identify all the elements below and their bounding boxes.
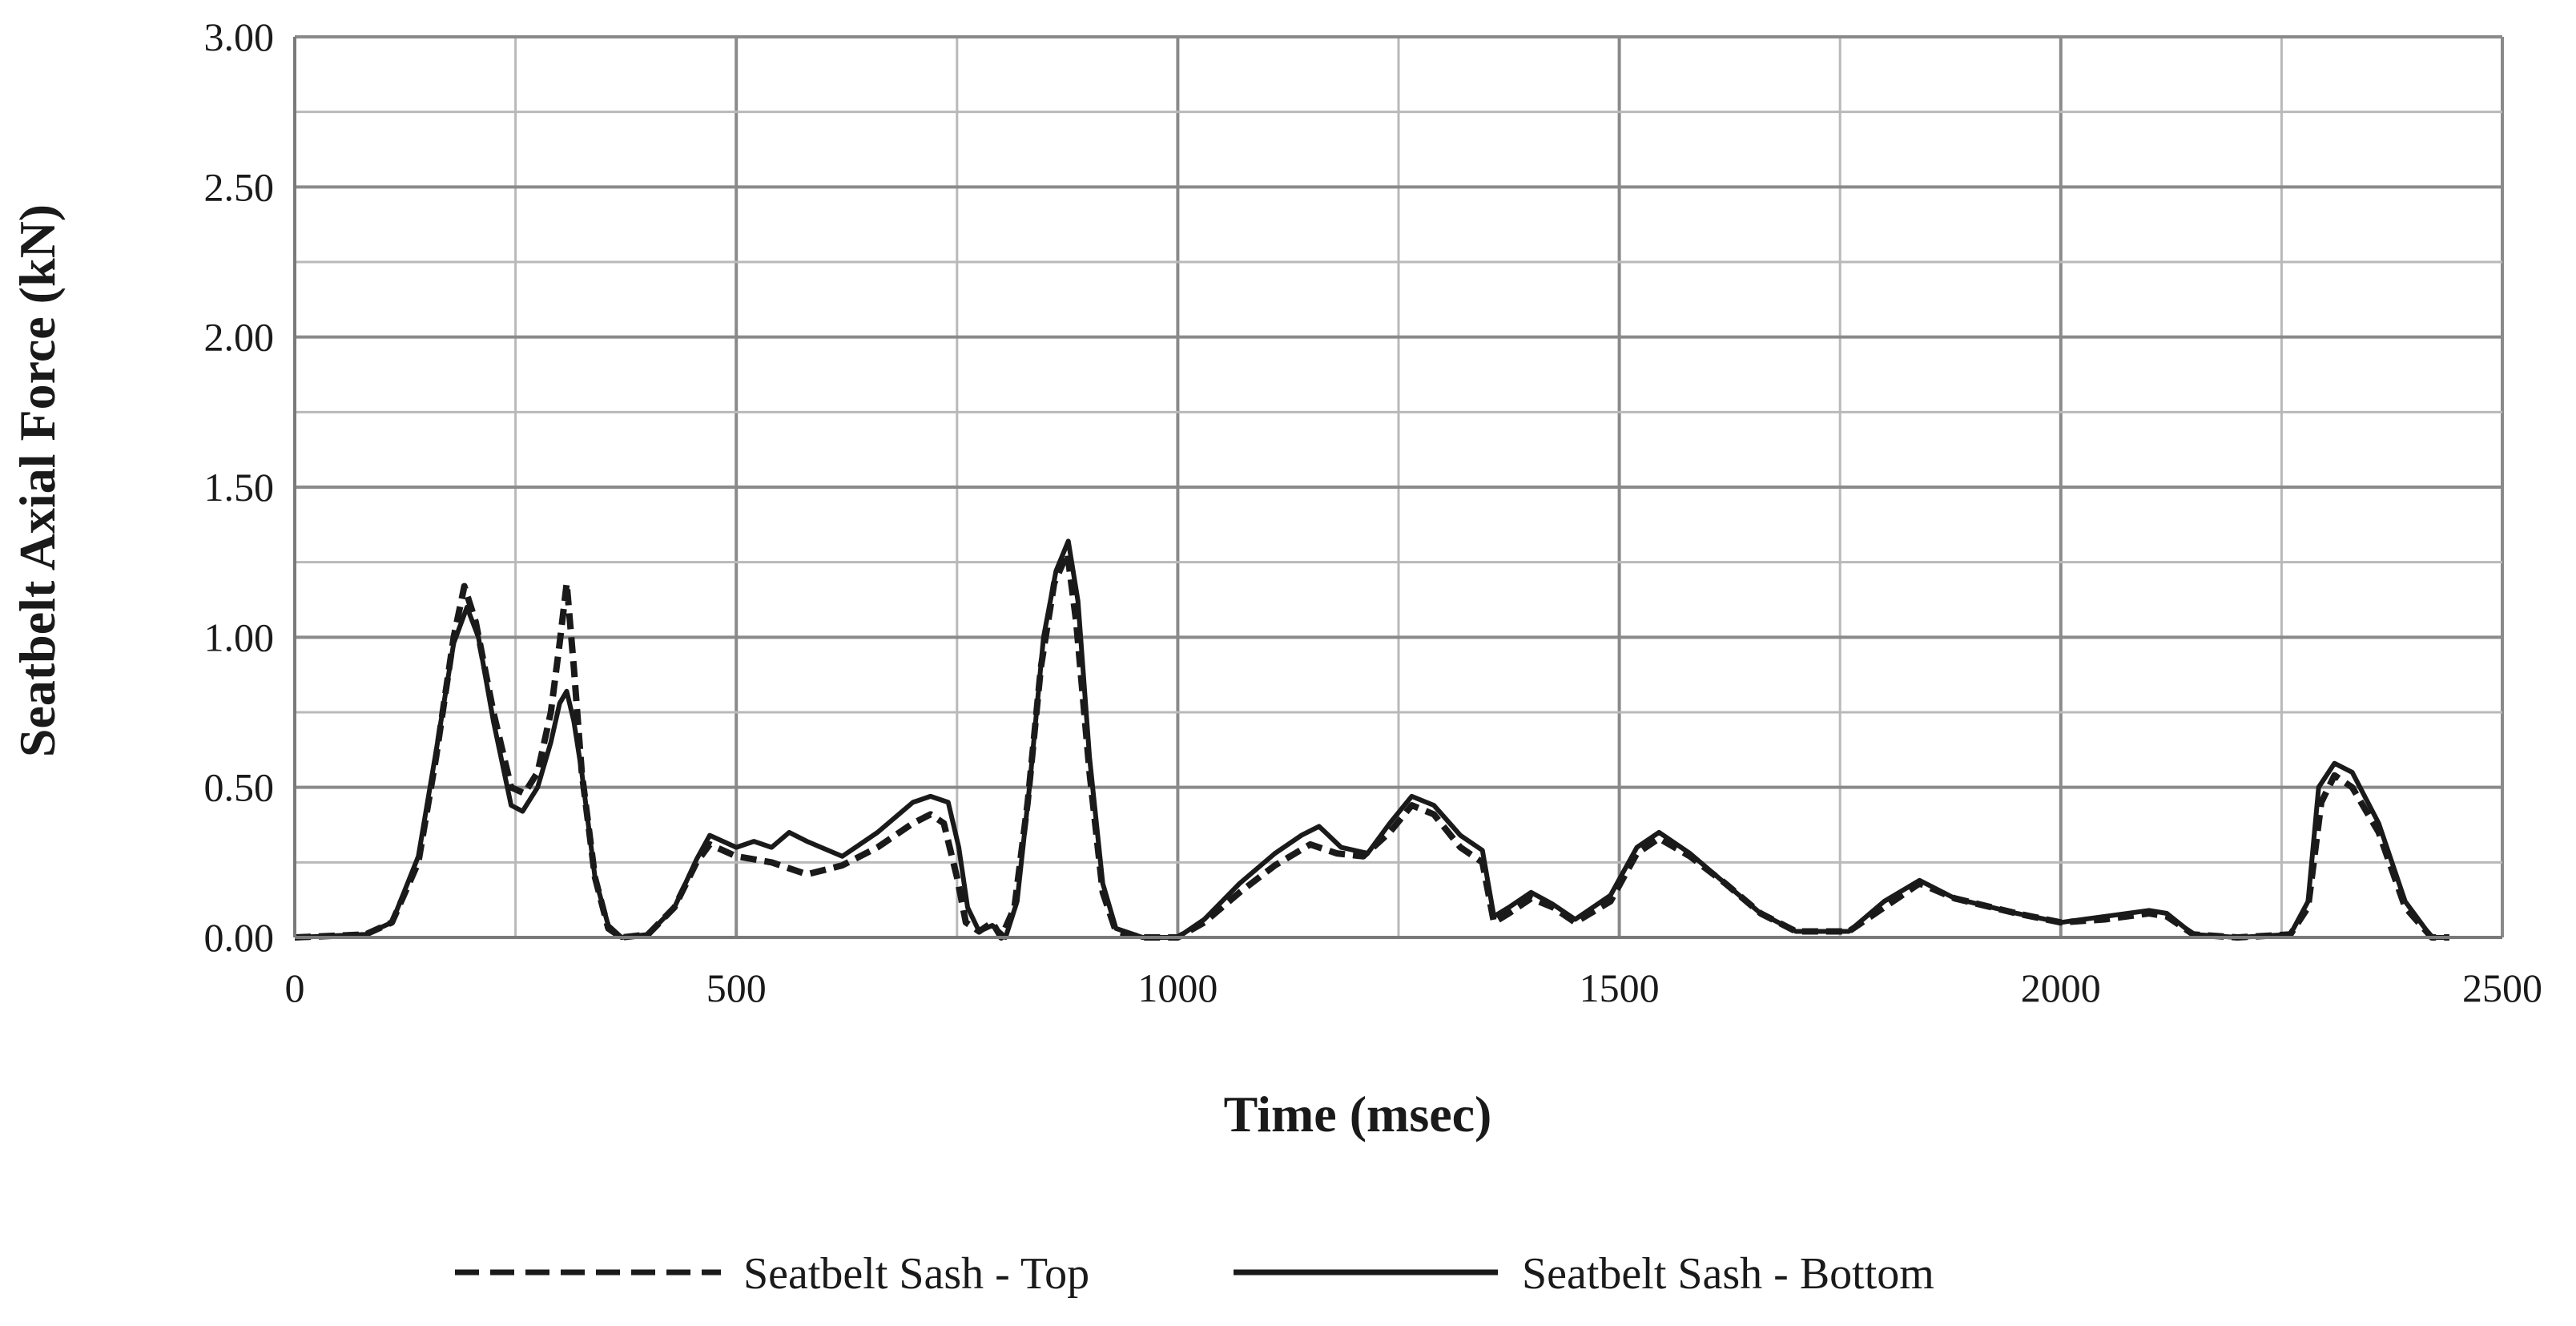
- series-line-bottom: [294, 538, 2449, 940]
- x-tick-label: 2000: [2021, 965, 2101, 1010]
- axis-layer: 0 500 1000 1500 2000 2500 0.00 0.50 1.00 1.50 2.00…: [204, 14, 2543, 1010]
- x-tick-label: 500: [706, 965, 767, 1010]
- y-axis-title: Seatbelt Axial Force (kN): [9, 204, 66, 757]
- y-tick-label: 1.00: [204, 615, 275, 659]
- legend-label-top: Seatbelt Sash - Top: [743, 1249, 1089, 1299]
- x-tick-label: 1000: [1137, 965, 1218, 1010]
- y-tick-label: 0.00: [204, 915, 275, 960]
- legend-label-bottom: Seatbelt Sash - Bottom: [1522, 1249, 1934, 1299]
- series-line-top: [294, 550, 2449, 941]
- x-tick-label: 0: [285, 965, 305, 1010]
- series-layer: [294, 538, 2449, 941]
- legend: Seatbelt Sash - Top Seatbelt Sash - Bott…: [455, 1249, 1934, 1299]
- y-tick-label: 0.50: [204, 765, 275, 810]
- y-tick-label: 1.50: [204, 465, 275, 510]
- x-tick-label: 1500: [1580, 965, 1660, 1010]
- y-tick-label: 3.00: [204, 14, 275, 59]
- grid-layer: [293, 35, 2504, 939]
- x-axis-title: Time (msec): [1224, 1086, 1492, 1143]
- x-tick-label: 2500: [2462, 965, 2542, 1010]
- y-tick-label: 2.50: [204, 164, 275, 209]
- y-tick-label: 2.00: [204, 315, 275, 360]
